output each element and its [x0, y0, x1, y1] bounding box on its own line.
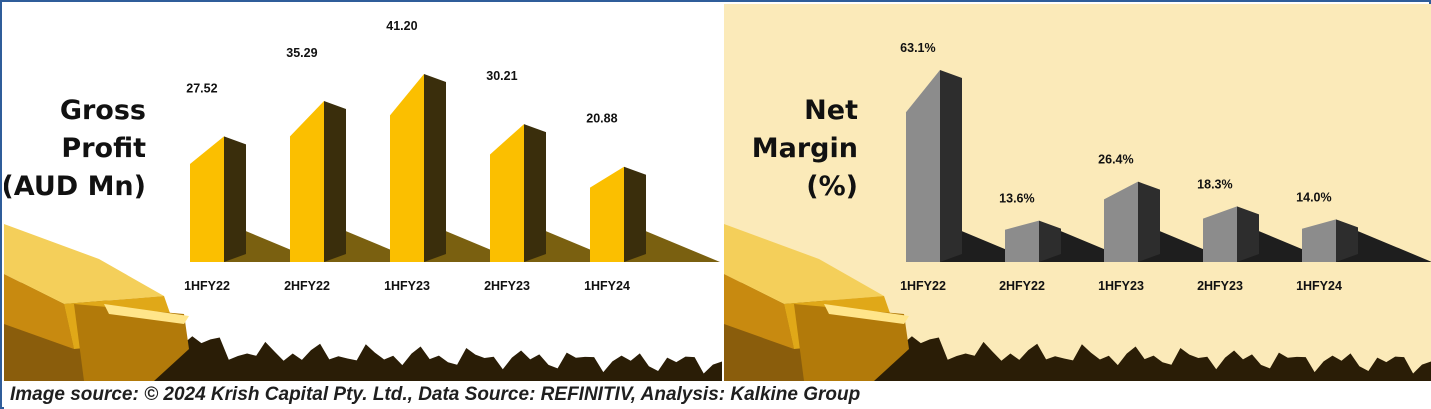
bar-side-face	[1237, 206, 1259, 262]
gold-bar-lower	[794, 304, 909, 381]
gold-bar-highlight	[824, 304, 909, 324]
data-label: 13.6%	[999, 192, 1034, 206]
ground-silhouette	[4, 331, 722, 381]
gross-profit-chart: Gross Profit (AUD Mn) 27.52 1HFY22 35.29 2HFY2…	[4, 19, 722, 381]
x-tick-label: 2HFY23	[484, 279, 530, 293]
bar-side-face	[524, 124, 546, 262]
x-tick-label: 2HFY22	[284, 279, 330, 293]
bar	[1104, 181, 1234, 262]
bar-side-face	[624, 166, 646, 262]
bar	[290, 100, 420, 263]
bar-front-face	[1005, 220, 1039, 262]
bar	[1302, 219, 1431, 262]
data-label: 63.1%	[900, 41, 935, 55]
bar-side-face	[1039, 220, 1061, 262]
gold-bar-highlight	[104, 304, 189, 324]
x-tick-label: 1HFY23	[384, 279, 430, 293]
data-label: 18.3%	[1197, 177, 1232, 191]
gold-bar-top	[4, 224, 164, 304]
data-label: 26.4%	[1098, 153, 1133, 167]
data-label: 20.88	[586, 112, 617, 126]
image-source-credit: Image source: © 2024 Krish Capital Pty. …	[10, 384, 861, 405]
gross-profit-panel: Gross Profit (AUD Mn) 27.52 1HFY22 35.29 2HFY2…	[4, 4, 722, 381]
bar-front-face	[490, 124, 524, 262]
net-margin-panel: Net Margin (%) 63.1% 1HFY22 13.6% 2HFY22 26.4% 1…	[724, 4, 1431, 381]
bar-side-face	[1138, 181, 1160, 262]
x-tick-label: 1HFY24	[1296, 279, 1342, 293]
bar	[190, 136, 320, 262]
gold-bar-front	[724, 274, 794, 349]
gold-bar-lower	[74, 304, 189, 381]
bar	[490, 124, 620, 262]
bar	[1005, 220, 1135, 262]
y-axis-label: Net Margin (%)	[752, 95, 858, 202]
bar	[390, 74, 520, 262]
bar-side-face	[1336, 219, 1358, 262]
bar-side-face	[424, 74, 446, 262]
x-tick-label: 1HFY23	[1098, 279, 1144, 293]
data-label: 30.21	[486, 69, 517, 83]
footer: Image source: © 2024 Krish Capital Pty. …	[4, 381, 1431, 409]
data-label: 35.29	[286, 46, 317, 60]
x-tick-label: 1HFY22	[184, 279, 230, 293]
bar	[906, 70, 1036, 262]
y-axis-label: Gross Profit (AUD Mn)	[4, 95, 146, 202]
bar	[1203, 206, 1333, 262]
bar-side-face	[324, 100, 346, 263]
x-tick-label: 1HFY22	[900, 279, 946, 293]
gold-bars-image	[4, 224, 189, 381]
gold-bar-front	[4, 274, 74, 349]
bar-side-face	[224, 136, 246, 262]
bar-front-face	[290, 100, 324, 263]
x-tick-label: 2HFY23	[1197, 279, 1243, 293]
x-tick-label: 1HFY24	[584, 279, 630, 293]
data-label: 14.0%	[1296, 190, 1331, 204]
net-margin-chart: Net Margin (%) 63.1% 1HFY22 13.6% 2HFY22 26.4% 1…	[724, 41, 1431, 381]
gold-bar-top	[724, 224, 884, 304]
bar-front-face	[190, 136, 224, 262]
gold-bars-image	[724, 224, 909, 381]
bar-front-face	[590, 166, 624, 262]
x-tick-label: 2HFY22	[999, 279, 1045, 293]
bar-side-face	[940, 70, 962, 262]
bar-front-face	[1302, 219, 1336, 262]
bar-front-face	[1104, 181, 1138, 262]
bar-front-face	[1203, 206, 1237, 262]
data-label: 41.20	[386, 19, 417, 33]
bar-front-face	[390, 74, 424, 262]
data-label: 27.52	[186, 81, 217, 95]
bar-front-face	[906, 70, 940, 262]
bar	[590, 166, 720, 262]
